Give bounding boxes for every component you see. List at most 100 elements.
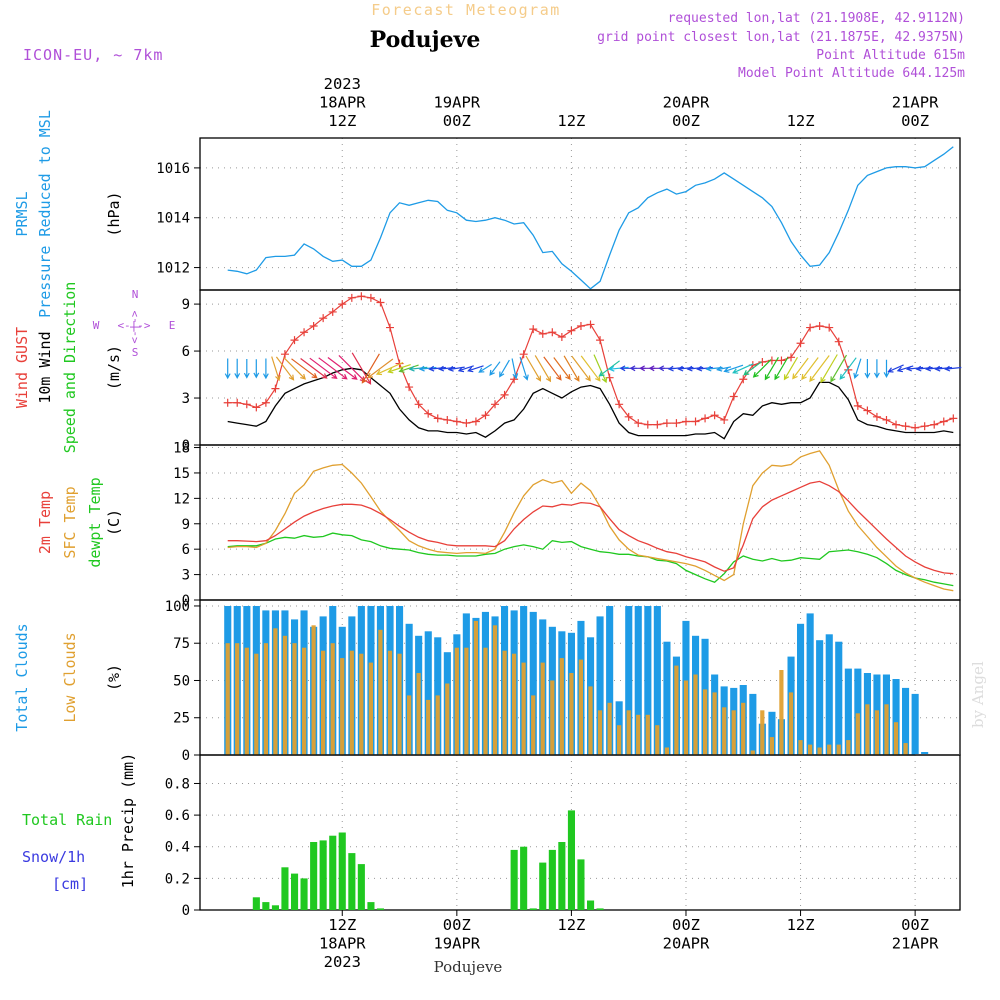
wind-gust-marker <box>414 400 423 409</box>
y-tick-label: 0.2 <box>165 871 190 887</box>
low-cloud-bar <box>827 744 832 755</box>
low-cloud-bar <box>464 647 469 755</box>
wind-direction-arrow <box>262 358 269 380</box>
low-cloud-bar <box>235 643 240 755</box>
panel-label: dewpt Temp <box>86 477 104 567</box>
title-top: Forecast Meteogram <box>371 1 561 19</box>
panel-wind: 0 3 6 9 (m/s) Wind GUST 10m Wind Speed and Dire… <box>13 282 962 454</box>
bottom-time-label: 00Z <box>672 916 700 934</box>
low-cloud-bar <box>397 653 402 755</box>
precip-bar <box>281 867 289 910</box>
wind-gust-marker <box>557 332 566 341</box>
panel-label: 10m Wind <box>36 331 54 403</box>
total-cloud-bar <box>663 641 671 755</box>
wind-gust-marker <box>892 420 901 429</box>
y-tick-label: 9 <box>182 517 190 533</box>
wind-gust-marker <box>930 420 939 429</box>
y-tick-label: 0.6 <box>165 808 190 824</box>
panel-label: 2m Temp <box>36 491 54 554</box>
low-cloud-bar <box>483 647 488 755</box>
top-time-label: 21APR <box>892 94 939 112</box>
wind-direction-arrow <box>608 365 629 372</box>
top-time-label: 12Z <box>787 112 815 130</box>
wind-gust-marker <box>347 293 356 302</box>
wind-direction-arrow <box>809 355 830 383</box>
low-cloud-bar <box>502 650 507 755</box>
wind-gust-marker <box>471 417 480 426</box>
footer-location: Podujeve <box>434 958 503 976</box>
total-cloud-bar <box>424 631 432 755</box>
precip-bar <box>529 908 537 910</box>
wind-gust-marker <box>643 420 652 429</box>
wind-direction-arrow <box>934 365 953 372</box>
precip-bar <box>577 859 585 910</box>
wind-direction-arrow <box>553 357 571 381</box>
top-time-label: 12Z <box>328 112 356 130</box>
low-cloud-bar <box>636 714 641 755</box>
wind-direction-arrow <box>327 357 358 380</box>
y-tick-label: 3 <box>182 391 190 407</box>
total-cloud-bar <box>529 611 537 755</box>
low-cloud-bar <box>655 725 660 755</box>
low-cloud-bar <box>884 704 889 755</box>
wind-direction-arrow <box>499 359 510 378</box>
compass-arrow: <-|-> <box>128 310 141 343</box>
y-tick-label: 100 <box>165 599 190 615</box>
wind-gust-marker <box>901 422 910 431</box>
precip-bar <box>510 849 518 910</box>
wind-direction-arrow <box>519 356 529 381</box>
wind-gust-marker <box>615 400 624 409</box>
wind-direction-arrow <box>571 355 591 382</box>
requested-coords: requested lon,lat (21.1908E, 42.9112N) <box>668 11 965 26</box>
low-cloud-bar <box>225 643 230 755</box>
low-cloud-bar <box>282 635 288 755</box>
y-tick-label: 6 <box>182 542 190 558</box>
y-tick-label: 3 <box>182 568 190 584</box>
total-cloud-bar <box>634 606 642 755</box>
wind-gust-marker <box>796 339 805 348</box>
panel-label: Snow/1h <box>22 848 85 866</box>
y-tick-label: 25 <box>173 711 190 727</box>
low-cloud-bar <box>244 647 249 755</box>
low-cloud-bar <box>903 743 908 755</box>
wind-gust-marker <box>767 356 776 365</box>
wind-gust-marker <box>624 412 633 421</box>
wind-gust-marker <box>825 323 834 332</box>
wind-gust-marker <box>787 353 796 362</box>
total-cloud-bar <box>625 606 633 755</box>
bottom-time-label: 00Z <box>443 916 471 934</box>
wind-gust-marker <box>710 411 719 420</box>
low-cloud-bar <box>311 625 316 755</box>
wind-direction-arrow <box>667 365 684 372</box>
low-cloud-bar <box>349 650 354 755</box>
low-cloud-bar <box>855 713 860 755</box>
low-cloud-bar <box>693 674 698 755</box>
panel-temp: 0 3 6 9 12 15 18 (C) 2m Temp SFC Temp dewpt Temp <box>36 441 961 609</box>
wind-direction-arrow <box>291 358 318 379</box>
y-tick-label: 0 <box>182 748 190 764</box>
total-cloud-bar <box>606 606 614 755</box>
watermark: by Angel <box>969 661 987 728</box>
wind-gust-marker <box>662 419 671 428</box>
y-tick-label: 50 <box>173 673 190 689</box>
wind-direction-arrow <box>457 365 474 373</box>
wind-direction-arrow <box>351 352 372 385</box>
location-title: Podujeve <box>370 27 481 53</box>
wind-gust-marker <box>777 356 786 365</box>
y-tick-label: 18 <box>173 441 190 457</box>
precip-bar <box>567 810 575 910</box>
grid-point-coords: grid point closest lon,lat (21.1875E, 42… <box>597 30 965 45</box>
low-cloud-bar <box>683 680 689 755</box>
y-tick-label: 12 <box>173 491 190 507</box>
wind-direction-arrow <box>318 357 348 380</box>
low-cloud-bar <box>569 673 574 755</box>
low-cloud-bar <box>550 680 555 755</box>
y-tick-label: 0.4 <box>165 840 190 856</box>
wind-direction-arrow <box>864 359 871 379</box>
panel-pressure: 1012 1014 1016 (hPa) PRMSL Pressure Reduced t… <box>13 110 961 318</box>
wind-direction-arrow <box>752 359 772 378</box>
wind-gust-marker <box>844 365 853 374</box>
precip-bar <box>587 900 595 910</box>
wind-direction-arrow <box>534 355 552 383</box>
